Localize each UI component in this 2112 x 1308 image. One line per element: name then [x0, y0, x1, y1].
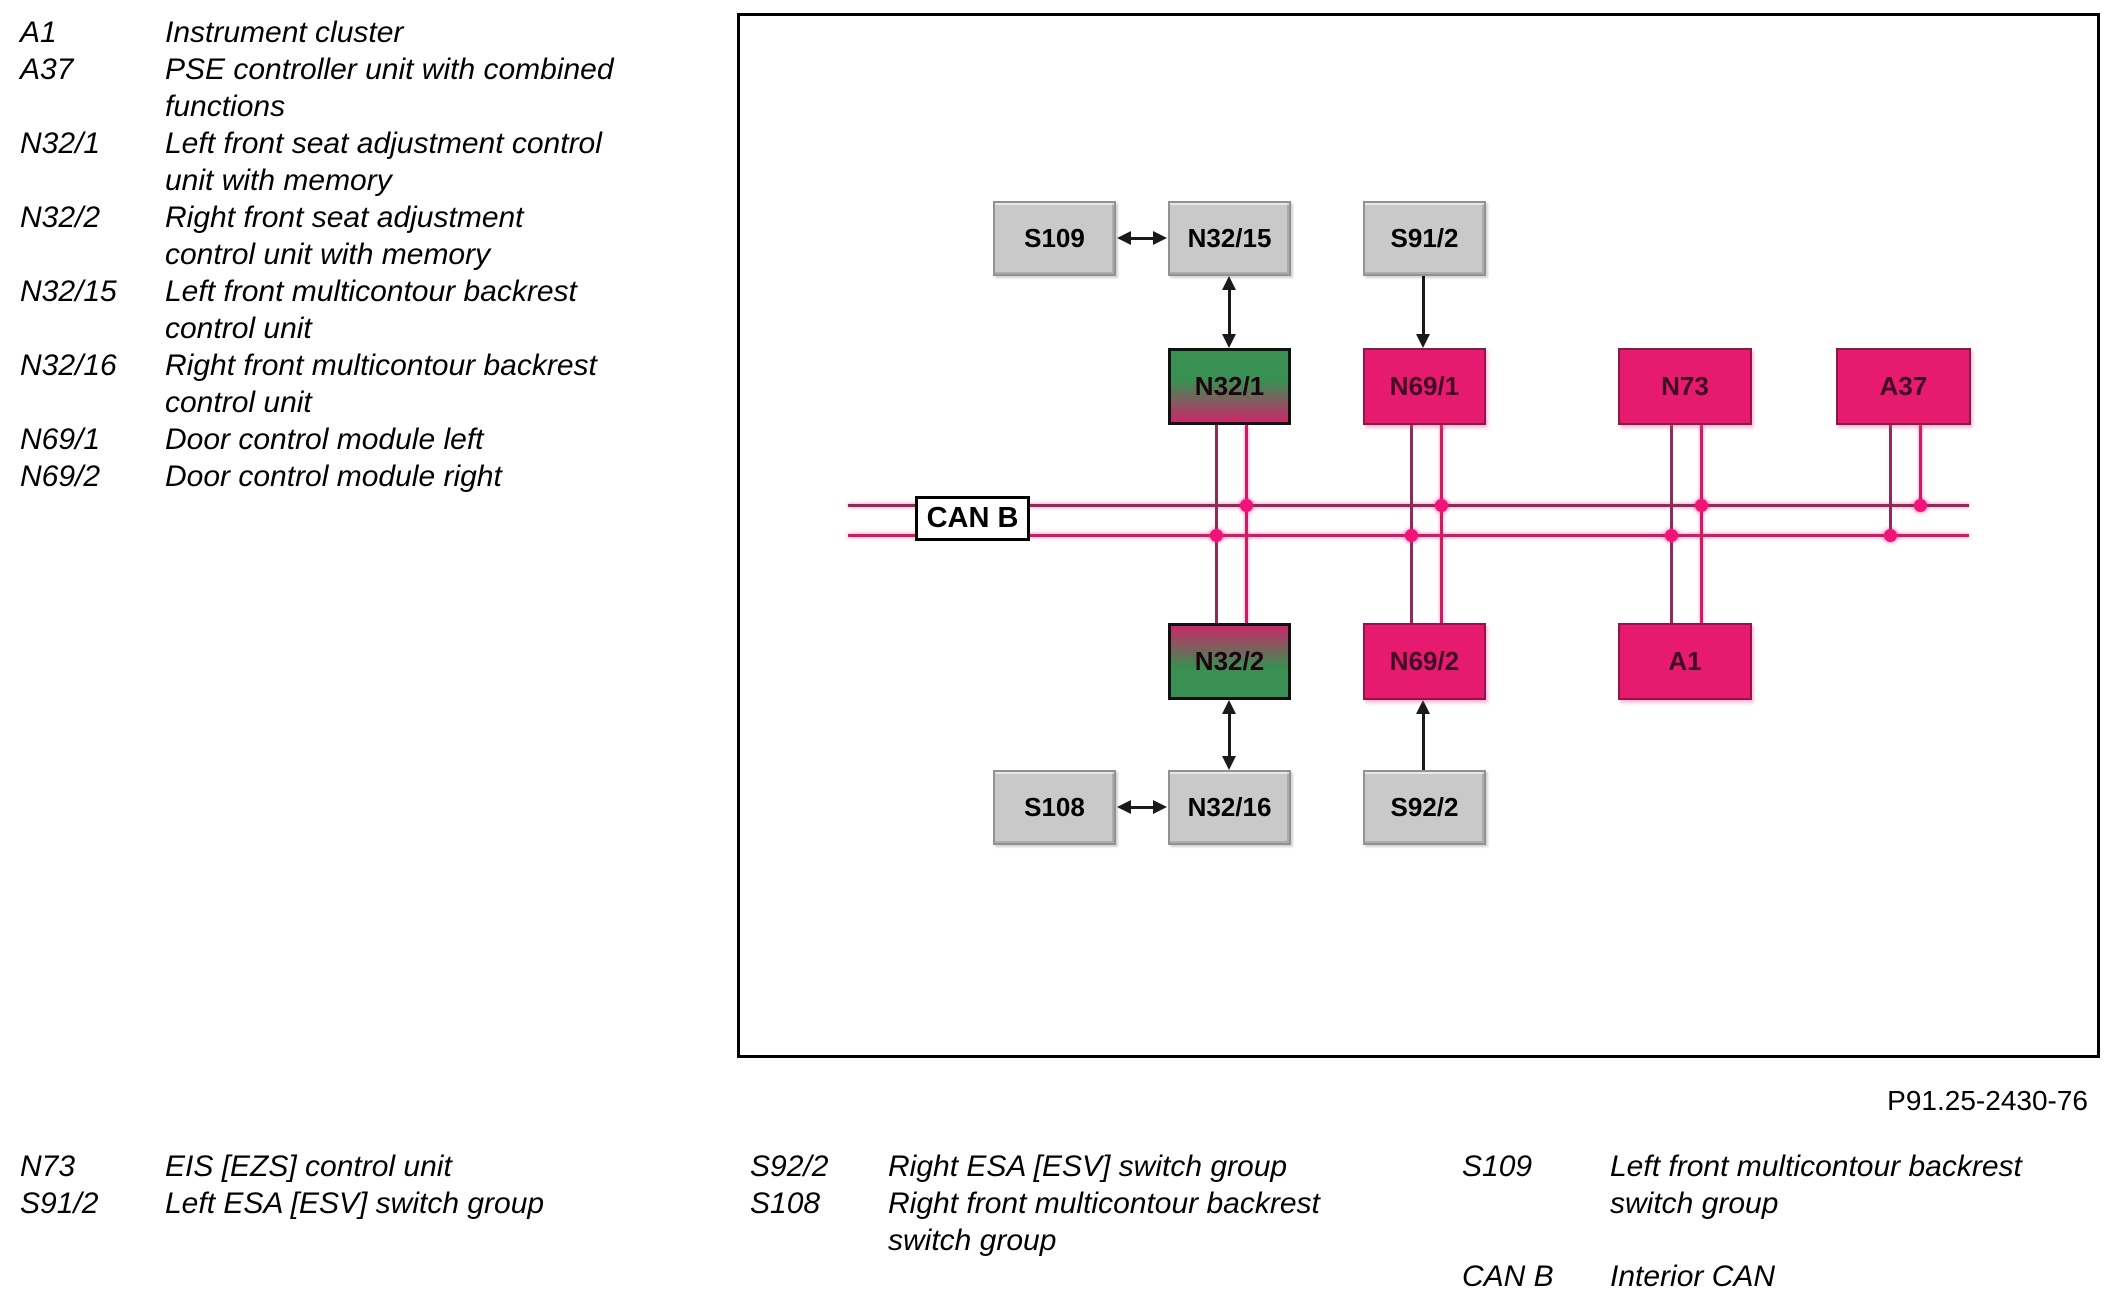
can-b-bus-label: CAN B — [915, 496, 1030, 541]
legend-desc: Left ESA [ESV] switch group — [165, 1187, 545, 1220]
node-label: S109 — [1024, 223, 1085, 253]
junction-dot — [1240, 499, 1253, 512]
node-s92-2: S92/2 — [1363, 770, 1486, 845]
node-label: N32/1 — [1194, 371, 1265, 401]
wire-n69-left — [1410, 425, 1413, 623]
node-label: A1 — [1668, 646, 1702, 676]
node-n32-2: N32/2 — [1168, 623, 1291, 700]
node-label: S108 — [1024, 792, 1085, 822]
arrow-n3215-n321 — [1228, 288, 1231, 336]
junction-dot — [1435, 499, 1448, 512]
arrowhead-right-icon — [1153, 800, 1167, 814]
junction-dot — [1695, 499, 1708, 512]
legend-code: N32/1 — [20, 127, 101, 160]
wire-n32-right — [1245, 425, 1248, 623]
legend-code: N32/16 — [20, 349, 117, 382]
legend-code: A37 — [20, 53, 74, 86]
node-a1: A1 — [1618, 623, 1752, 700]
junction-dot — [1210, 529, 1223, 542]
arrowhead-right-icon — [1153, 231, 1167, 245]
wire-n73-a1-left — [1670, 425, 1673, 623]
arrow-s109-n3215 — [1131, 237, 1153, 240]
legend-code: N69/2 — [20, 460, 101, 493]
legend-desc: Right front seat adjustment control unit… — [165, 201, 524, 271]
node-label: S92/2 — [1390, 792, 1459, 822]
legend-desc: Right front multicontour backrest switch… — [888, 1187, 1320, 1257]
node-label: A37 — [1879, 371, 1928, 401]
junction-dot — [1914, 499, 1927, 512]
node-s91-2: S91/2 — [1363, 201, 1486, 276]
legend-code: S91/2 — [20, 1187, 99, 1220]
junction-dot — [1665, 529, 1678, 542]
legend-code: S92/2 — [750, 1150, 829, 1183]
diagram-frame: CAN B S109 N32/15 S91/2 N32/1 N69/1 N73 … — [737, 13, 2100, 1058]
arrow-s912-n691 — [1422, 276, 1425, 336]
legend-bottom-col2: S92/2 Right ESA [ESV] switch group S108 … — [750, 1148, 1378, 1259]
legend-desc: Right ESA [ESV] switch group — [888, 1150, 1288, 1183]
legend-code: S109 — [1462, 1150, 1533, 1183]
arrow-s922-n692 — [1422, 712, 1425, 770]
node-s109: S109 — [993, 201, 1116, 276]
node-label: N32/15 — [1187, 223, 1272, 253]
node-s108: S108 — [993, 770, 1116, 845]
legend-code: N32/15 — [20, 275, 117, 308]
junction-dot — [1405, 529, 1418, 542]
legend-code: A1 — [20, 16, 57, 49]
node-a37: A37 — [1836, 348, 1971, 425]
node-label: N73 — [1661, 371, 1709, 401]
legend-desc: Right front multicontour backrest contro… — [165, 349, 597, 419]
arrowhead-up-icon — [1416, 700, 1430, 714]
node-n32-16: N32/16 — [1168, 770, 1291, 845]
legend-desc: Left front multicontour backrest control… — [165, 275, 577, 345]
legend-code: S108 — [750, 1187, 821, 1220]
node-n69-2: N69/2 — [1363, 623, 1486, 700]
legend-code: N32/2 — [20, 201, 101, 234]
node-n69-1: N69/1 — [1363, 348, 1486, 425]
node-label: N32/16 — [1187, 792, 1272, 822]
legend-desc: EIS [EZS] control unit — [165, 1150, 452, 1183]
legend-desc: PSE controller unit with combined functi… — [165, 53, 614, 123]
can-b-bus-line-top — [848, 504, 1969, 507]
legend-desc: Door control module left — [165, 423, 484, 456]
figure-reference-number: P91.25-2430-76 — [1887, 1085, 2088, 1116]
node-n32-1: N32/1 — [1168, 348, 1291, 425]
legend-top: A1 Instrument cluster A37 PSE controller… — [20, 14, 645, 495]
arrowhead-up-icon — [1222, 276, 1236, 290]
legend-bottom-col3: S109 Left front multicontour backrest sw… — [1462, 1148, 2080, 1295]
wire-n73-a1-right — [1700, 425, 1703, 623]
node-label: S91/2 — [1390, 223, 1459, 253]
arrowhead-down-icon — [1222, 756, 1236, 770]
arrow-s108-n3216 — [1131, 806, 1153, 809]
arrowhead-left-icon — [1117, 800, 1131, 814]
wire-a37-left — [1889, 425, 1892, 537]
legend-code: CAN B — [1462, 1260, 1554, 1293]
wire-n32-left — [1215, 425, 1218, 623]
legend-code: N69/1 — [20, 423, 101, 456]
node-label: N32/2 — [1194, 646, 1265, 676]
node-label: N69/1 — [1389, 371, 1460, 401]
node-n73: N73 — [1618, 348, 1752, 425]
legend-bottom-col1: N73 EIS [EZS] control unit S91/2 Left ES… — [20, 1148, 695, 1222]
wire-a37-right — [1919, 425, 1922, 507]
legend-desc: Door control module right — [165, 460, 502, 493]
arrowhead-up-icon — [1222, 700, 1236, 714]
node-n32-15: N32/15 — [1168, 201, 1291, 276]
legend-desc: Left front multicontour backrest switch … — [1610, 1150, 2022, 1220]
can-b-bus-label-text: CAN B — [926, 502, 1019, 534]
junction-dot — [1884, 529, 1897, 542]
node-label: N69/2 — [1389, 646, 1460, 676]
legend-desc: Left front seat adjustment control unit … — [165, 127, 602, 197]
legend-desc: Interior CAN — [1610, 1260, 1776, 1293]
legend-desc: Instrument cluster — [165, 16, 404, 49]
arrow-n322-n3216 — [1228, 712, 1231, 758]
arrowhead-down-icon — [1416, 334, 1430, 348]
arrowhead-down-icon — [1222, 334, 1236, 348]
arrowhead-left-icon — [1117, 231, 1131, 245]
legend-code: N73 — [20, 1150, 76, 1183]
wire-n69-right — [1440, 425, 1443, 623]
